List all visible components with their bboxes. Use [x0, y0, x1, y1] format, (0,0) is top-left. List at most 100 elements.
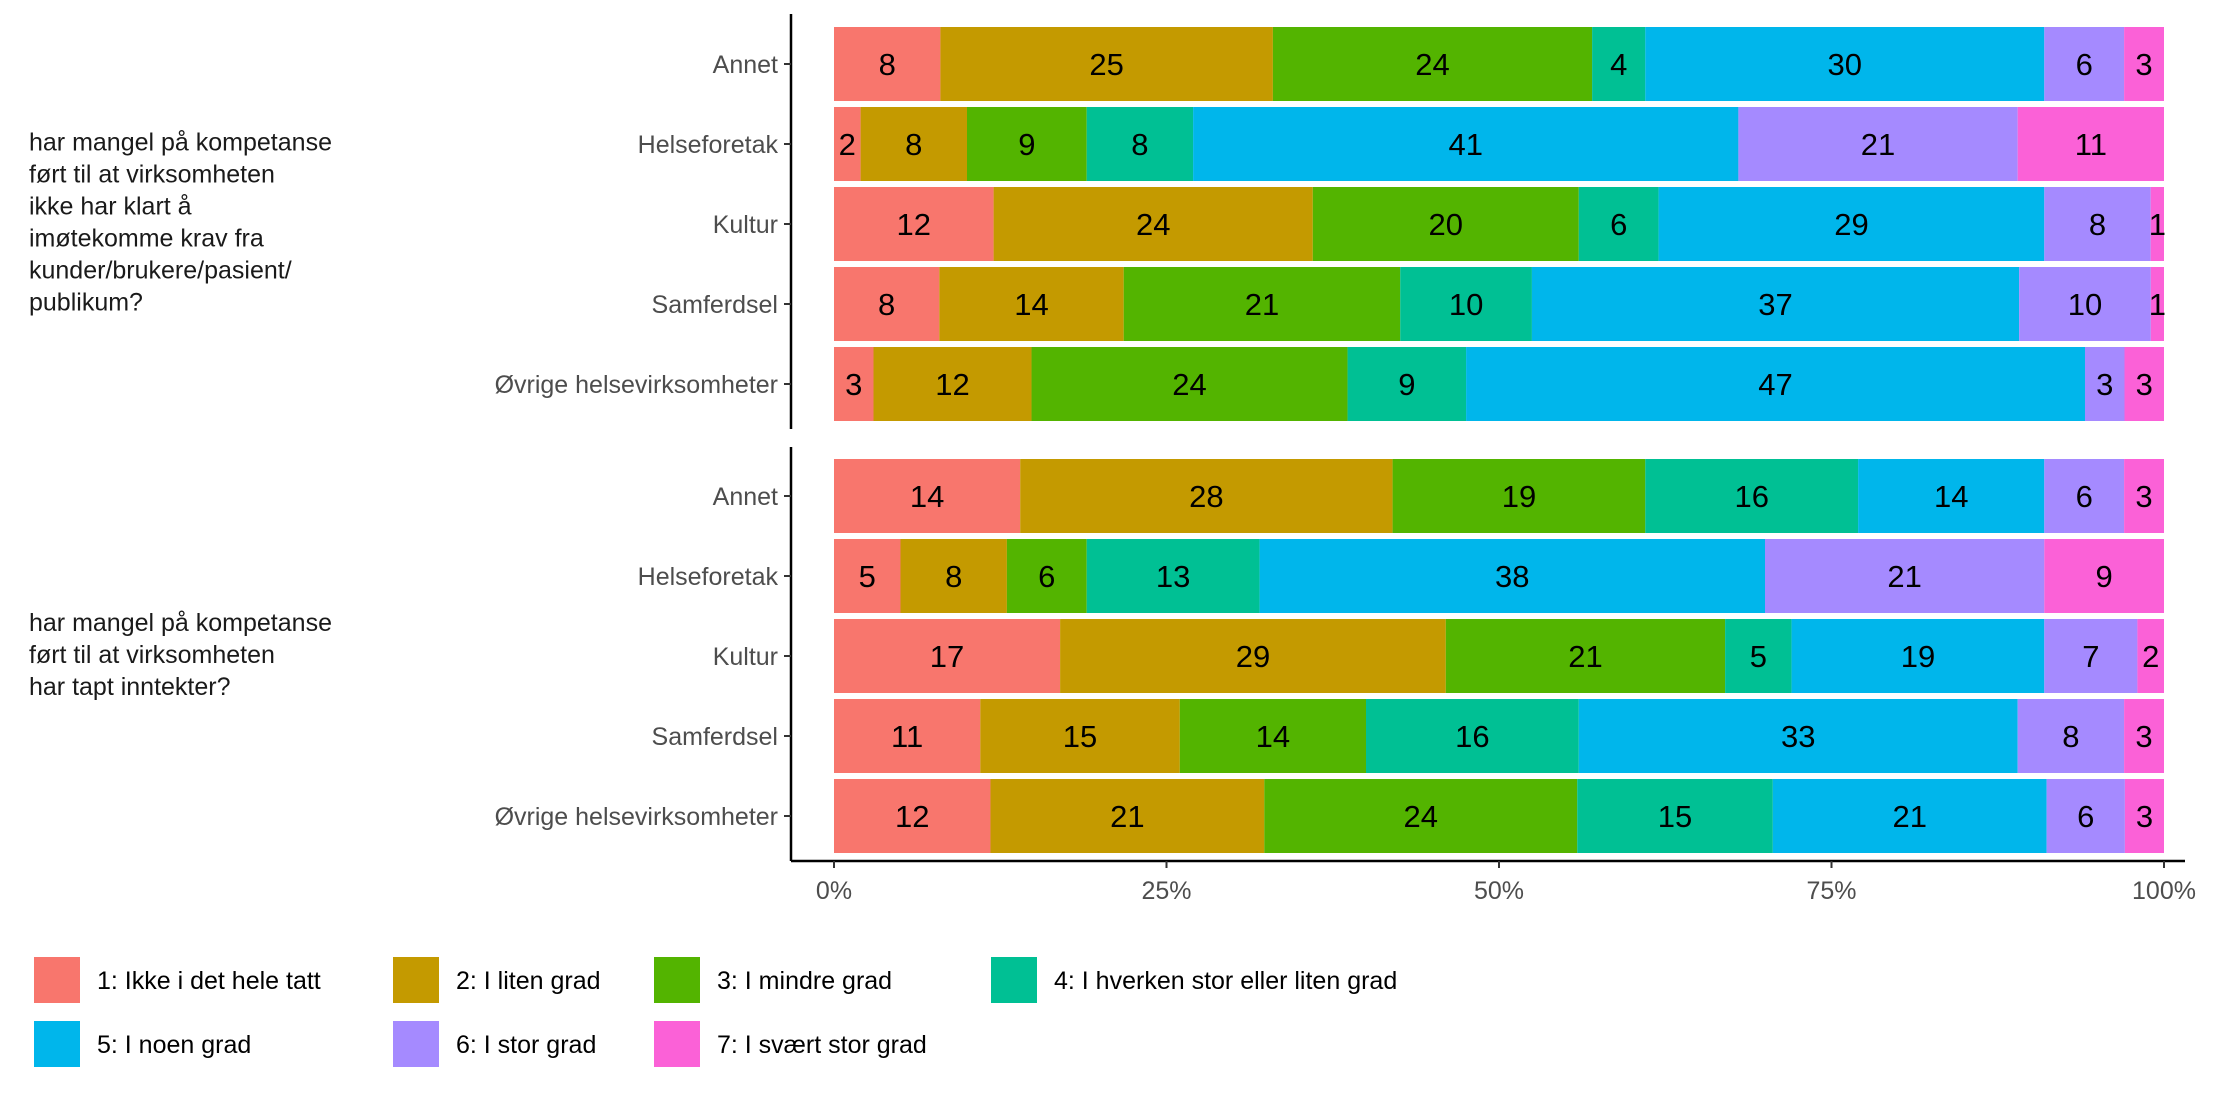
data-label: 16 — [1455, 719, 1489, 754]
bar-segment — [2124, 699, 2164, 773]
data-label: 38 — [1495, 559, 1529, 594]
data-label: 9 — [2096, 559, 2113, 594]
bar-segment — [873, 347, 1032, 421]
bar-segment — [1123, 267, 1401, 341]
data-label: 10 — [1449, 287, 1483, 322]
facet-label-line: ikke har klart å — [29, 193, 192, 221]
data-label: 21 — [1861, 127, 1895, 162]
facet-label-line: har tapt inntekter? — [29, 673, 231, 701]
data-label: 24 — [1404, 799, 1438, 834]
bar-segment — [1179, 699, 1366, 773]
bar-segment — [834, 107, 861, 181]
bar-segment — [1312, 187, 1579, 261]
data-label: 1 — [2149, 207, 2166, 242]
bar-segment — [1658, 187, 2045, 261]
bar-segment — [2044, 459, 2125, 533]
y-tick-label: Samferdsel — [652, 291, 778, 319]
data-label: 6 — [2076, 479, 2093, 514]
legend-label: 2: I liten grad — [456, 967, 601, 995]
data-label: 3 — [2135, 479, 2152, 514]
bar-segment — [1366, 699, 1579, 773]
data-label: 17 — [930, 639, 964, 674]
bar-segment — [2044, 619, 2138, 693]
bar-segment — [1578, 699, 2018, 773]
data-label: 8 — [878, 287, 895, 322]
bar-segment — [834, 459, 1021, 533]
data-label: 14 — [1014, 287, 1048, 322]
data-label: 7 — [2082, 639, 2099, 674]
bar-segment — [1020, 459, 1393, 533]
bar-segment — [990, 779, 1265, 853]
bar-segment — [2084, 347, 2125, 421]
legend-label: 3: I mindre grad — [717, 967, 892, 995]
data-label: 15 — [1063, 719, 1097, 754]
bar-segment — [1086, 107, 1194, 181]
legend-key — [393, 957, 439, 1003]
bar-segment — [1031, 347, 1348, 421]
data-label: 11 — [891, 719, 923, 754]
bar-segment — [2044, 27, 2125, 101]
bar-segment — [1858, 459, 2045, 533]
bar-segment — [2017, 699, 2125, 773]
legend-label: 1: Ikke i det hele tatt — [97, 967, 321, 995]
data-label: 8 — [2062, 719, 2079, 754]
bar-segment — [2124, 459, 2164, 533]
data-label: 8 — [905, 127, 922, 162]
bar-segment — [1466, 347, 2085, 421]
data-label: 11 — [2075, 127, 2107, 162]
bar-segment — [2124, 27, 2164, 101]
legend-key — [991, 957, 1037, 1003]
data-label: 29 — [1834, 207, 1868, 242]
bar-segment — [1193, 107, 1739, 181]
data-label: 24 — [1172, 367, 1206, 402]
y-tick-label: Samferdsel — [652, 723, 778, 751]
legend-label: 7: I svært stor grad — [717, 1031, 927, 1059]
facet-label-line: har mangel på kompetanse — [29, 609, 332, 637]
data-label: 21 — [1110, 799, 1144, 834]
data-label: 6 — [1038, 559, 1055, 594]
data-label: 12 — [895, 799, 929, 834]
data-label: 25 — [1089, 47, 1123, 82]
data-label: 5 — [859, 559, 876, 594]
legend-key — [654, 1021, 700, 1067]
facet-label-line: har mangel på kompetanse — [29, 129, 332, 157]
data-label: 8 — [1131, 127, 1148, 162]
data-label: 6 — [2077, 799, 2094, 834]
data-label: 29 — [1236, 639, 1270, 674]
data-label: 21 — [1892, 799, 1926, 834]
data-label: 15 — [1658, 799, 1692, 834]
data-label: 12 — [897, 207, 931, 242]
data-label: 14 — [910, 479, 944, 514]
legend-label: 4: I hverken stor eller liten grad — [1054, 967, 1397, 995]
bar-segment — [2150, 267, 2164, 341]
bar-segment — [834, 619, 1061, 693]
data-label: 14 — [1256, 719, 1290, 754]
data-label: 19 — [1502, 479, 1536, 514]
data-label: 21 — [1245, 287, 1279, 322]
facet-label-line: ført til at virksomheten — [29, 161, 275, 189]
data-label: 19 — [1901, 639, 1935, 674]
bar-segment — [834, 187, 994, 261]
bar-segment — [1272, 27, 1593, 101]
data-label: 8 — [879, 47, 896, 82]
y-tick-label: Annet — [713, 483, 778, 511]
bar-segment — [967, 107, 1087, 181]
bar-segment — [1592, 27, 1646, 101]
bar-segment — [1060, 619, 1446, 693]
bar-segment — [1738, 107, 2018, 181]
legend-key — [34, 1021, 80, 1067]
y-tick-label: Øvrige helsevirksomheter — [495, 371, 778, 399]
data-label: 2 — [839, 127, 856, 162]
data-label: 9 — [1018, 127, 1035, 162]
bar-segment — [2046, 779, 2125, 853]
x-tick-label: 0% — [816, 877, 852, 905]
data-label: 30 — [1828, 47, 1862, 82]
facet-label-line: ført til at virksomheten — [29, 641, 275, 669]
bar-segment — [900, 539, 1007, 613]
bar-segment — [1578, 187, 1659, 261]
data-label: 3 — [2135, 719, 2152, 754]
data-label: 21 — [1568, 639, 1602, 674]
y-tick-label: Helseforetak — [638, 563, 779, 591]
x-tick-label: 100% — [2132, 877, 2196, 905]
